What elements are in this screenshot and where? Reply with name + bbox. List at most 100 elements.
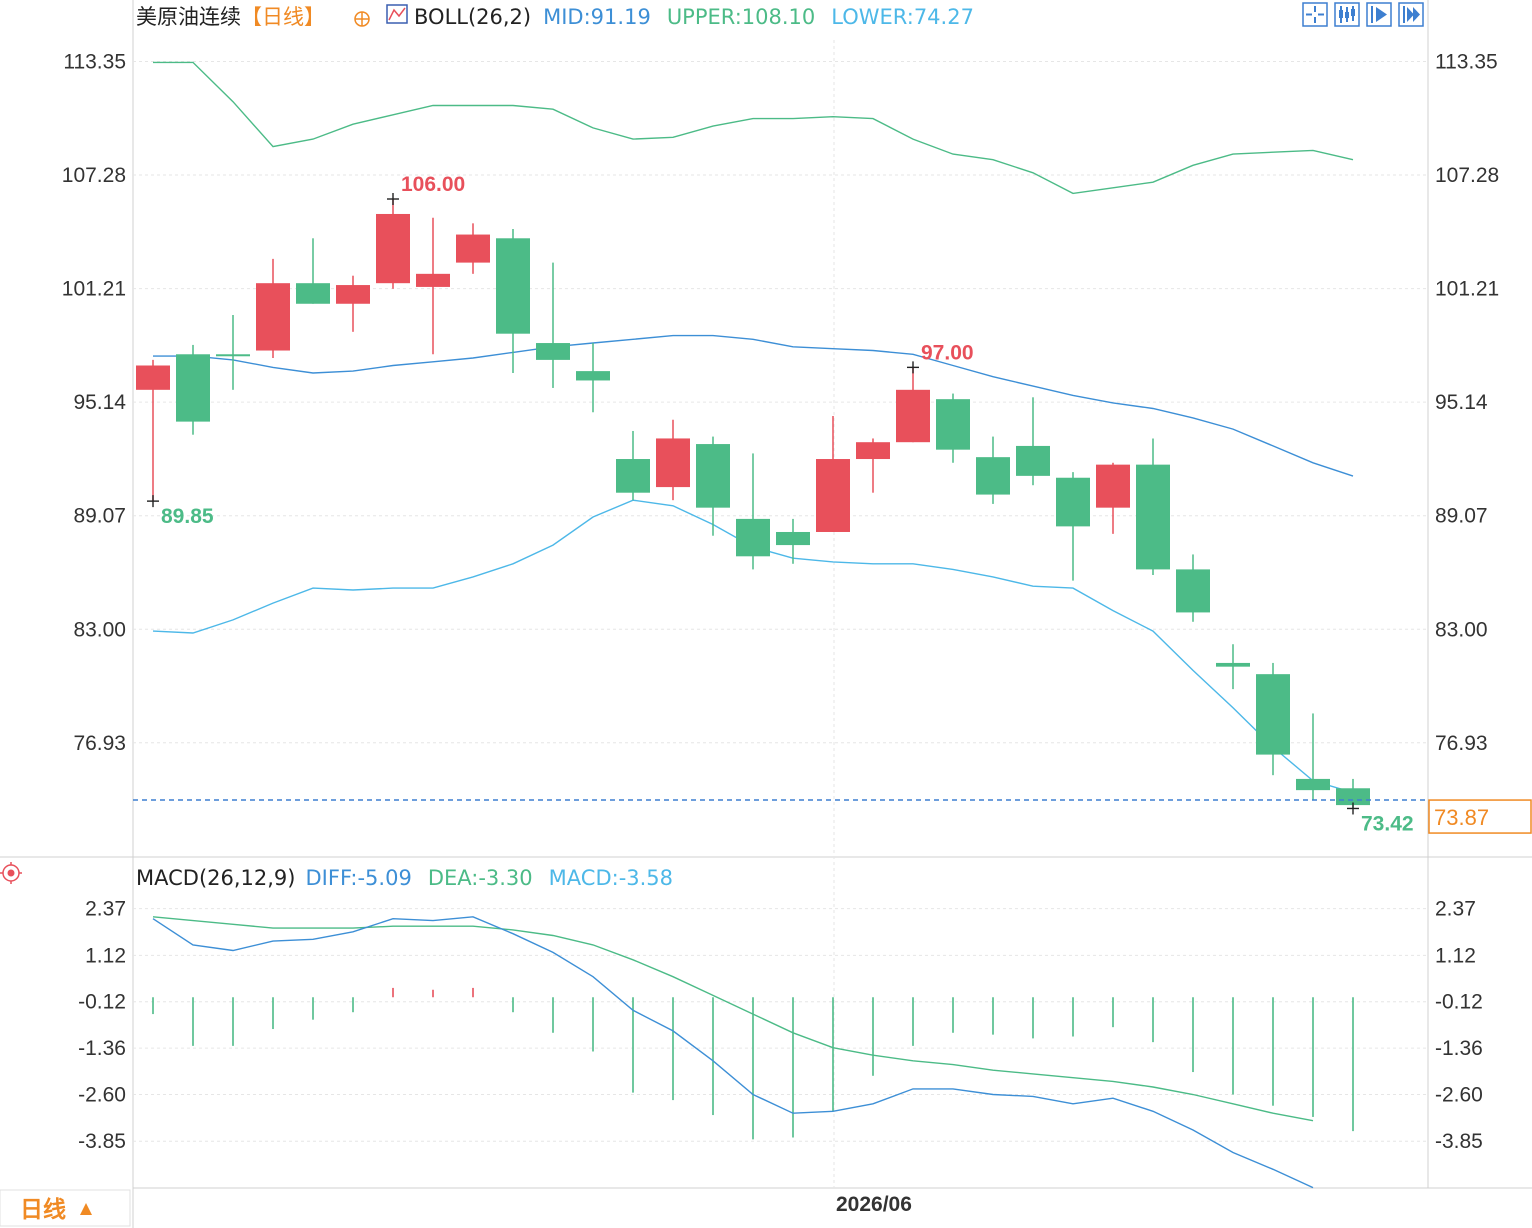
- boll-lines: [152, 61, 1354, 794]
- candle[interactable]: [456, 223, 490, 274]
- low-last-label: 73.42: [1361, 812, 1414, 835]
- second-high-label: 97.00: [921, 341, 974, 364]
- price-annotations: 106.00 97.00 89.85 73.42: [147, 173, 1414, 835]
- forward-icon[interactable]: [1398, 2, 1424, 27]
- play-icon[interactable]: [1366, 2, 1392, 27]
- indicator-chart-icon[interactable]: [386, 4, 408, 24]
- candle[interactable]: [1016, 397, 1050, 486]
- candle[interactable]: [856, 438, 890, 493]
- candle[interactable]: [896, 367, 930, 443]
- price-tick-left: 76.93: [73, 732, 126, 755]
- crosshair-icon[interactable]: [1302, 2, 1328, 27]
- candle[interactable]: [496, 228, 530, 373]
- candle[interactable]: [1176, 554, 1210, 622]
- price-tick-right: 101.21: [1435, 278, 1499, 301]
- candle-body: [896, 389, 930, 443]
- last-price-tag: [1428, 799, 1532, 834]
- candle-body: [936, 399, 970, 450]
- candle[interactable]: [776, 518, 810, 564]
- macd-dea-value: DEA:-3.30: [428, 866, 533, 890]
- candle-body: [1256, 674, 1290, 755]
- candle-body: [296, 283, 330, 304]
- low-first-label: 89.85: [161, 505, 214, 528]
- chart-header: 美原油连续【日线】: [136, 5, 325, 29]
- candle-body: [376, 213, 410, 284]
- macd-tick-left: 2.37: [85, 898, 126, 921]
- candle[interactable]: [416, 217, 450, 355]
- candle-body: [336, 285, 370, 304]
- candle[interactable]: [1056, 472, 1090, 581]
- candle[interactable]: [176, 344, 210, 435]
- candle[interactable]: [1256, 662, 1290, 776]
- candle[interactable]: [656, 419, 690, 501]
- macd-dea-line: [152, 916, 1314, 1122]
- macd-tick-right: 2.37: [1435, 898, 1476, 921]
- candle[interactable]: [376, 199, 410, 289]
- high-label: 106.00: [401, 173, 465, 196]
- candle[interactable]: [616, 430, 650, 501]
- candle[interactable]: [976, 436, 1010, 504]
- price-tick-left: 83.00: [73, 618, 126, 641]
- macd-tick-left: -2.60: [78, 1083, 126, 1106]
- candle[interactable]: [696, 436, 730, 536]
- candle-body: [496, 238, 530, 334]
- macd-tick-right: -0.12: [1435, 991, 1483, 1014]
- macd-settings-icon[interactable]: [0, 862, 22, 884]
- candle-body: [536, 343, 570, 360]
- boll-indicator-name[interactable]: BOLL(26,2): [414, 5, 531, 29]
- candle-body: [1176, 569, 1210, 613]
- price-tick-left: 95.14: [73, 391, 126, 414]
- candle-body: [616, 459, 650, 493]
- candle-body: [976, 457, 1010, 495]
- candle[interactable]: [1136, 438, 1170, 576]
- candle[interactable]: [536, 262, 570, 388]
- macd-tick-left: -0.12: [78, 991, 126, 1014]
- candle-body: [1016, 445, 1050, 476]
- price-tick-right: 107.28: [1435, 164, 1499, 187]
- boll-lower-value: LOWER:74.27: [831, 5, 974, 29]
- candle[interactable]: [1096, 462, 1130, 534]
- symbol-name[interactable]: 美原油连续: [136, 5, 241, 29]
- candle-body: [136, 365, 170, 390]
- candle[interactable]: [936, 393, 970, 463]
- candle-body: [736, 518, 770, 557]
- candle-body: [1056, 477, 1090, 527]
- price-tick-right: 113.35: [1435, 51, 1498, 74]
- period-button[interactable]: [0, 1189, 131, 1227]
- candle-body: [456, 234, 490, 263]
- macd-tick-left: 1.12: [85, 944, 126, 967]
- macd-tick-right: -3.85: [1435, 1130, 1483, 1153]
- price-tick-left: 101.21: [62, 278, 126, 301]
- candle-body: [856, 442, 890, 460]
- macd-lines: [152, 916, 1314, 1189]
- candle[interactable]: [736, 453, 770, 570]
- candle[interactable]: [296, 238, 330, 304]
- candle-body: [1136, 464, 1170, 570]
- candle-body: [576, 371, 610, 381]
- candle[interactable]: [136, 359, 170, 502]
- candle[interactable]: [216, 314, 250, 390]
- candle-body: [216, 354, 250, 357]
- period-settings-icon[interactable]: [354, 11, 370, 27]
- macd-tick-right: -2.60: [1435, 1083, 1483, 1106]
- macd-indicator-name[interactable]: MACD(26,12,9): [136, 866, 296, 890]
- price-grid: [133, 61, 1428, 744]
- candle[interactable]: [816, 416, 850, 532]
- macd-tick-right: 1.12: [1435, 944, 1476, 967]
- candles-icon[interactable]: [1334, 2, 1360, 27]
- candle[interactable]: [576, 343, 610, 413]
- candle[interactable]: [1216, 644, 1250, 690]
- candle[interactable]: [256, 258, 290, 359]
- candle-body: [416, 273, 450, 287]
- price-tick-right: 89.07: [1435, 505, 1488, 528]
- period-tag[interactable]: 【日线】: [241, 5, 325, 29]
- candle-body: [696, 444, 730, 508]
- period-dropdown-icon[interactable]: [80, 1203, 92, 1215]
- candle[interactable]: [336, 275, 370, 332]
- boll-upper-value: UPPER:108.10: [667, 5, 815, 29]
- boll-legend: BOLL(26,2) MID:91.19 UPPER:108.10 LOWER:74.…: [414, 5, 974, 29]
- candle[interactable]: [1296, 713, 1330, 800]
- candle-body: [1296, 778, 1330, 791]
- candle-body: [776, 531, 810, 546]
